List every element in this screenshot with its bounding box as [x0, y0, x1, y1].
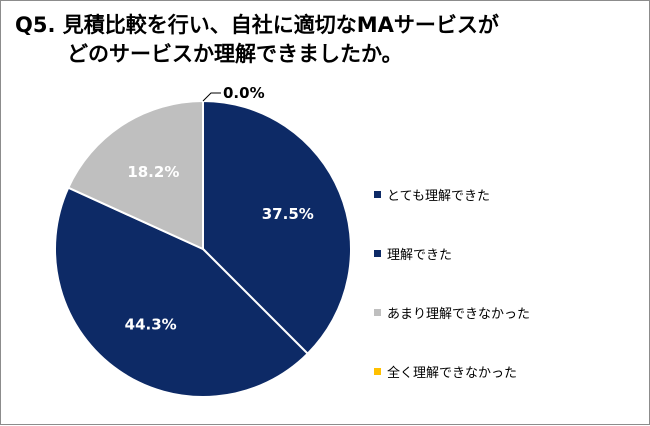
- chart-legend: とても理解できた 理解できたあまり理解できなかった 全く理解できなかった: [374, 184, 644, 420]
- legend-label-3: あまり理解できなかった: [387, 306, 531, 322]
- legend-label-1: とても理解できた: [387, 188, 490, 204]
- pie-slice-2: [54, 186, 310, 398]
- legend-item-3: あまり理解できなかった: [374, 302, 644, 322]
- pie-leader-line-4: [202, 92, 221, 102]
- pie-leader-lines: [202, 92, 221, 102]
- pie-data-label-1: 37.5%: [262, 205, 314, 223]
- pie-data-label-2: 44.3%: [125, 315, 177, 333]
- chart-title-line2: どのサービスか理解できましたか。: [67, 42, 403, 66]
- pie-slices: [54, 99, 352, 398]
- pie-slice-3: [66, 99, 204, 251]
- legend-swatch-4: [374, 367, 381, 375]
- pie-slice-1: [202, 99, 352, 356]
- chart-title-line1: Q5. 見積比較を行い、自社に適切なMAサービスが: [15, 13, 499, 37]
- pie-data-label-3: 18.2%: [127, 163, 179, 181]
- pie-data-label-4: 0.0%: [223, 84, 265, 102]
- chart-title: Q5. 見積比較を行い、自社に適切なMAサービスが どのサービスか理解できました…: [15, 11, 635, 69]
- legend-item-1: とても理解できた: [374, 184, 644, 204]
- legend-item-2: 理解できた: [374, 243, 644, 263]
- pie-data-labels: 37.5% 44.3% 18.2% 0.0%: [125, 84, 314, 333]
- legend-swatch-3: [374, 308, 381, 316]
- legend-label-2: 理解できた: [387, 247, 453, 263]
- legend-label-4: 全く理解できなかった: [387, 365, 518, 381]
- legend-swatch-1: [374, 190, 381, 198]
- legend-item-4: 全く理解できなかった: [374, 361, 644, 381]
- legend-swatch-2: [374, 249, 381, 257]
